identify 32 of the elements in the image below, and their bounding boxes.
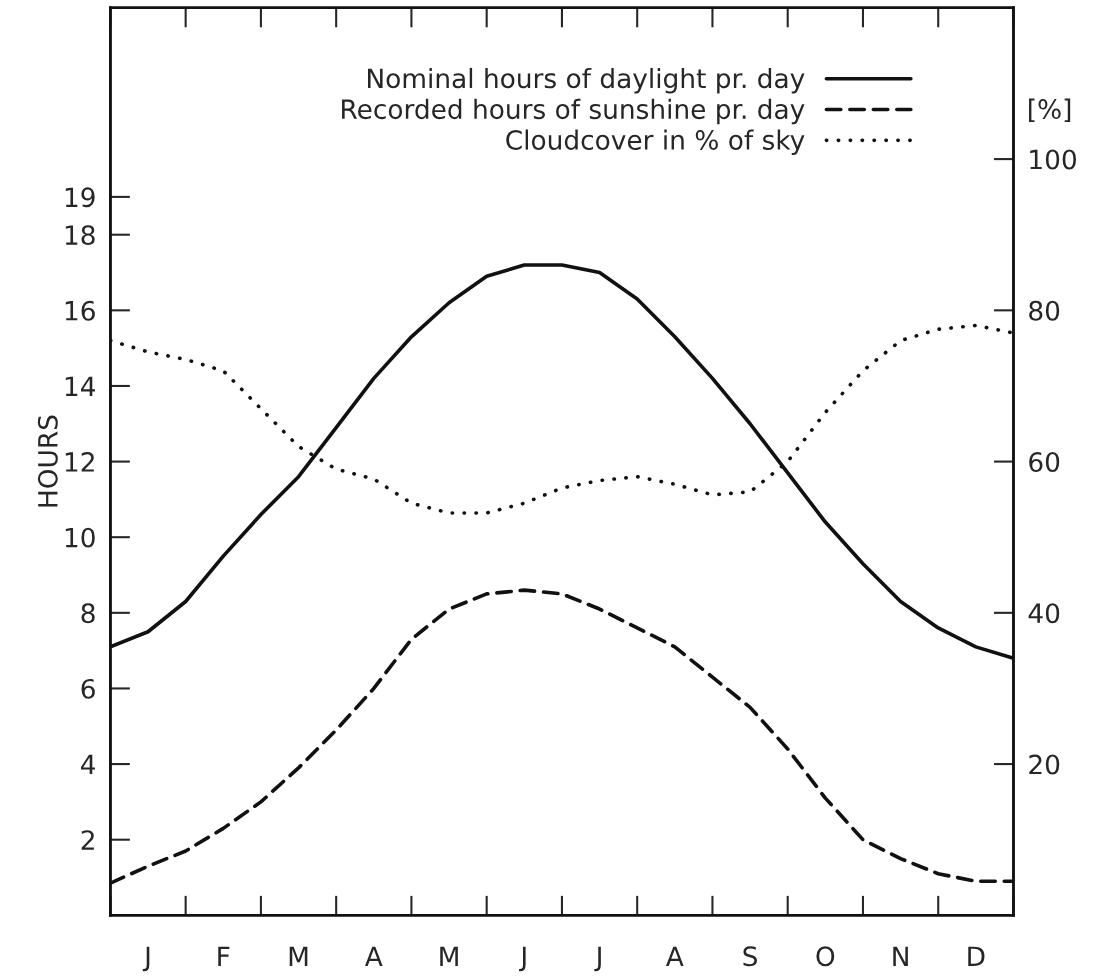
legend-label: Cloudcover in % of sky (506, 129, 805, 156)
y-tick-label: 2 (81, 830, 94, 850)
y2-tick-label: 80 (1029, 300, 1060, 321)
y-tick-label: 14 (65, 376, 96, 396)
legend-label: Nominal hours of daylight pr. day (368, 67, 805, 94)
x-tick-label: J (594, 946, 601, 972)
y2-tick-label: 40 (1028, 603, 1060, 624)
x-tick-label: J (519, 946, 526, 972)
y-tick-label: 4 (81, 754, 96, 775)
x-tick-label: D (968, 946, 985, 966)
y-tick-label: 18 (65, 225, 95, 246)
y-tick-label: 16 (65, 300, 95, 321)
y-tick-label: 8 (81, 603, 95, 624)
x-tick-label: M (289, 946, 308, 966)
y2-tick-label: 20 (1029, 754, 1060, 775)
x-tick-label: A (666, 946, 684, 966)
x-tick-label: O (816, 946, 835, 967)
y-tick-label: 19 (65, 187, 95, 208)
y-tick-label: 12 (65, 452, 94, 472)
x-tick-label: A (364, 946, 383, 966)
legend-label: Recorded hours of sunshine pr. day (342, 98, 805, 125)
x-tick-label: N (893, 946, 908, 966)
y2-axis-title: [%] (1029, 98, 1071, 123)
y-tick-label: 10 (65, 527, 95, 548)
x-tick-label: S (743, 946, 757, 967)
y2-tick-label: 100 (1030, 149, 1076, 170)
x-tick-label: F (218, 946, 230, 966)
y2-tick-label: 60 (1029, 452, 1060, 472)
x-tick-label: M (440, 946, 458, 966)
y-axis-title: HOURS (37, 415, 58, 507)
x-tick-label: J (142, 946, 150, 972)
y-tick-label: 6 (81, 678, 95, 699)
